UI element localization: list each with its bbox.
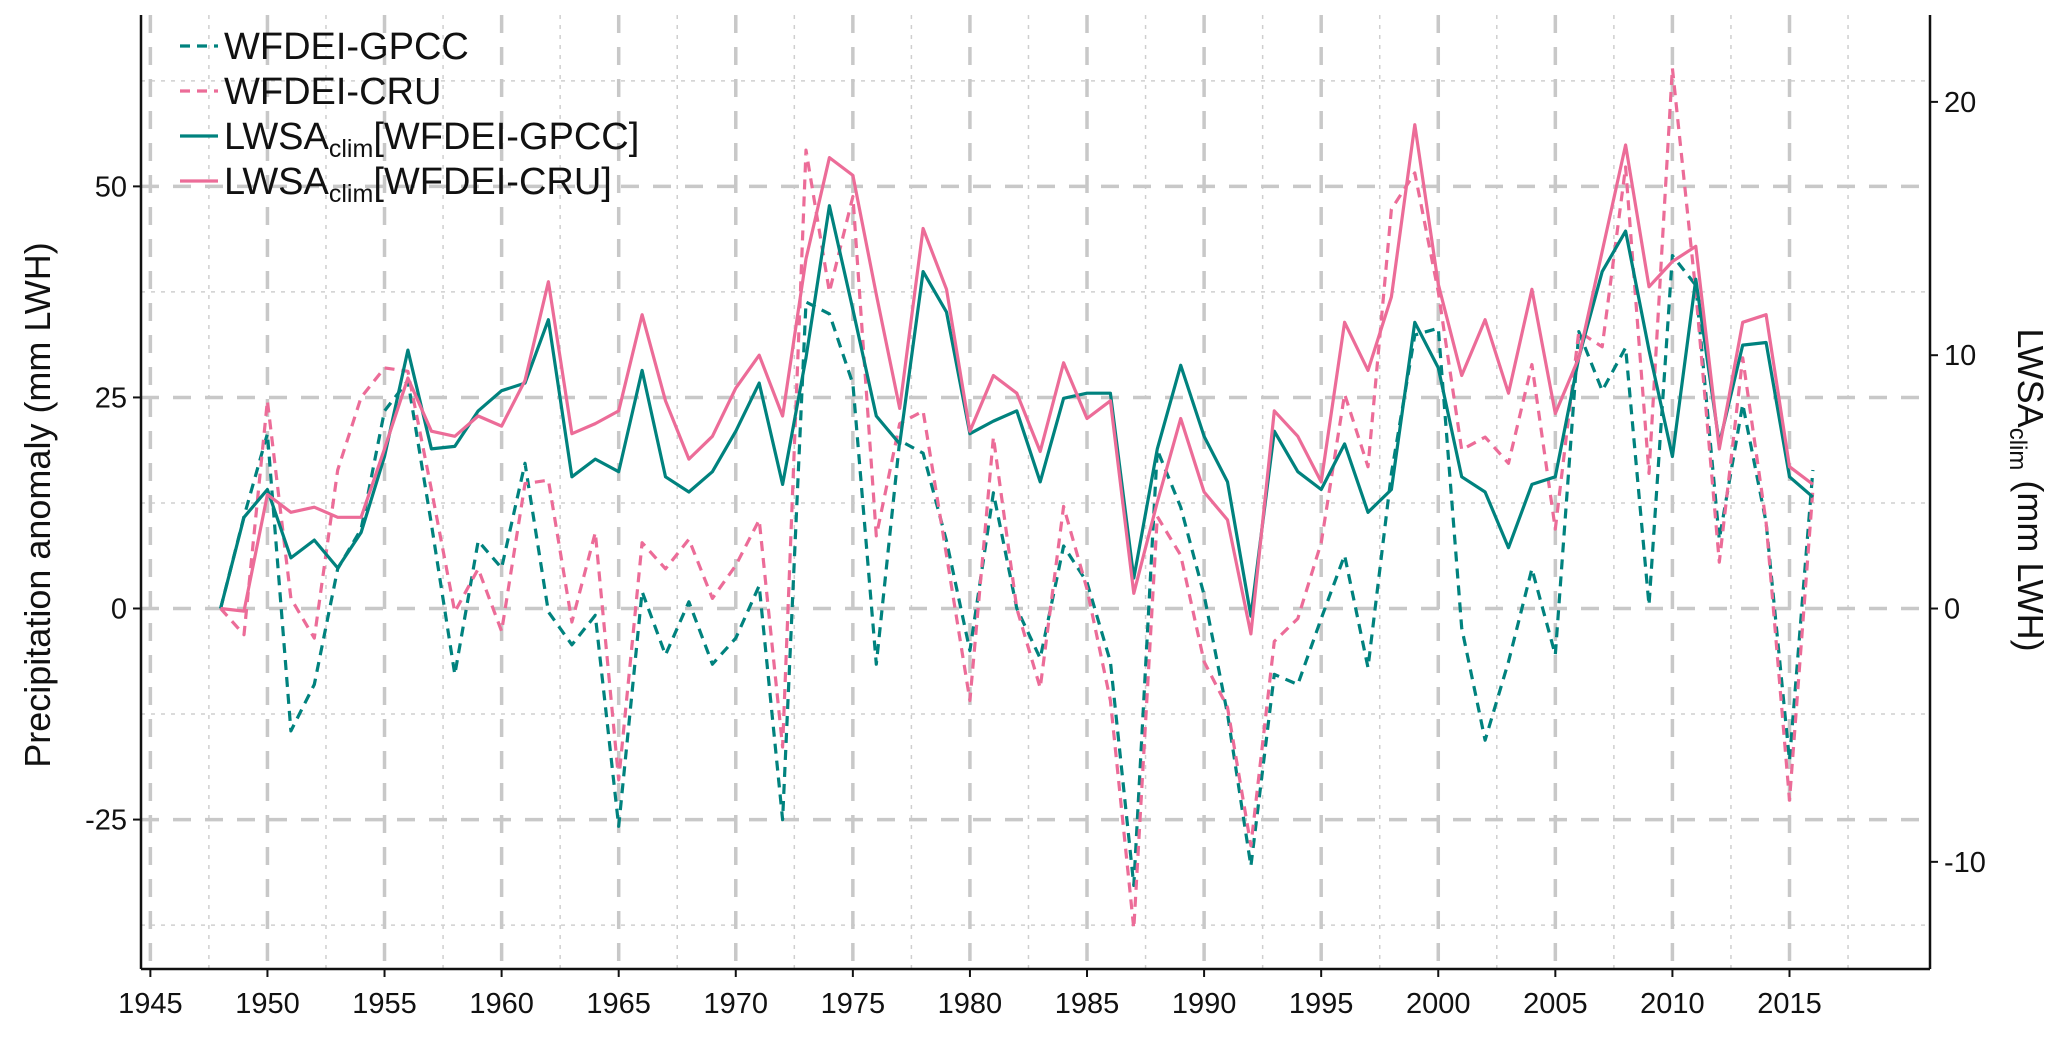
legend-label: LWSAclim[WFDEI-GPCC] xyxy=(224,116,639,163)
series-lines xyxy=(219,66,1815,931)
x-tick-label: 1945 xyxy=(118,988,183,1020)
axes: 1945 1950 1955 1960 1965 1970 1975 1980 1985 1990… xyxy=(85,15,1986,1020)
legend-label-rest: [WFDEI-GPCC] xyxy=(373,116,639,158)
x-tick-label: 1960 xyxy=(469,988,534,1020)
x-tick-label: 2015 xyxy=(1757,988,1822,1020)
x-tick-label: 1995 xyxy=(1289,988,1354,1020)
x-tick-label: 1975 xyxy=(821,988,886,1020)
x-tick-label: 1980 xyxy=(938,988,1003,1020)
legend-label-sub: clim xyxy=(329,180,373,208)
x-tick-label: 2010 xyxy=(1640,988,1705,1020)
legend-label: LWSAclim[WFDEI-CRU] xyxy=(224,161,612,208)
grid xyxy=(141,15,1930,969)
legend-label-main: WFDEI-CRU xyxy=(224,71,441,113)
y-tick-label: 50 xyxy=(95,171,127,203)
legend: WFDEI-GPCCWFDEI-CRULWSAclim[WFDEI-GPCC]L… xyxy=(180,26,639,208)
x-tick-label: 1965 xyxy=(586,988,651,1020)
x-tick-label: 1970 xyxy=(704,988,769,1020)
y-axis-title: Precipitation anomaly (mm LWH) xyxy=(17,242,58,767)
y-tick-label: 25 xyxy=(95,382,127,414)
series-line-2 xyxy=(219,204,1814,618)
y-tick-label: 0 xyxy=(111,594,127,626)
y2-tick-label: 20 xyxy=(1944,87,1976,119)
x-tick-label: 2000 xyxy=(1406,988,1471,1020)
y2-tick-label: -10 xyxy=(1944,847,1986,879)
x-tick-label: 2005 xyxy=(1523,988,1588,1020)
legend-label: WFDEI-CRU xyxy=(224,71,441,113)
y2-axis-title: LWSAclim (mm LWH) xyxy=(2004,328,2051,651)
x-tick-label: 1985 xyxy=(1055,988,1120,1020)
legend-label-main: LWSA xyxy=(224,161,330,203)
y-tick-label: -25 xyxy=(85,805,127,837)
y2-axis-title-sub: clim xyxy=(2004,428,2031,471)
legend-label-sub: clim xyxy=(329,135,373,163)
x-tick-label: 1990 xyxy=(1172,988,1237,1020)
x-tick-label: 1950 xyxy=(235,988,300,1020)
x-tick-label: 1955 xyxy=(352,988,417,1020)
legend-label-rest: [WFDEI-CRU] xyxy=(373,161,612,203)
legend-label-main: LWSA xyxy=(224,116,330,158)
y2-tick-label: 0 xyxy=(1944,594,1960,626)
legend-label: WFDEI-GPCC xyxy=(224,26,469,68)
legend-label-main: WFDEI-GPCC xyxy=(224,26,469,68)
series-line-3 xyxy=(220,123,1814,636)
series-line-0 xyxy=(219,254,1815,888)
y2-axis-title-main: LWSA xyxy=(2010,328,2051,427)
y2-tick-label: 10 xyxy=(1944,340,1976,372)
y2-axis-title-rest: (mm LWH) xyxy=(2010,470,2051,651)
